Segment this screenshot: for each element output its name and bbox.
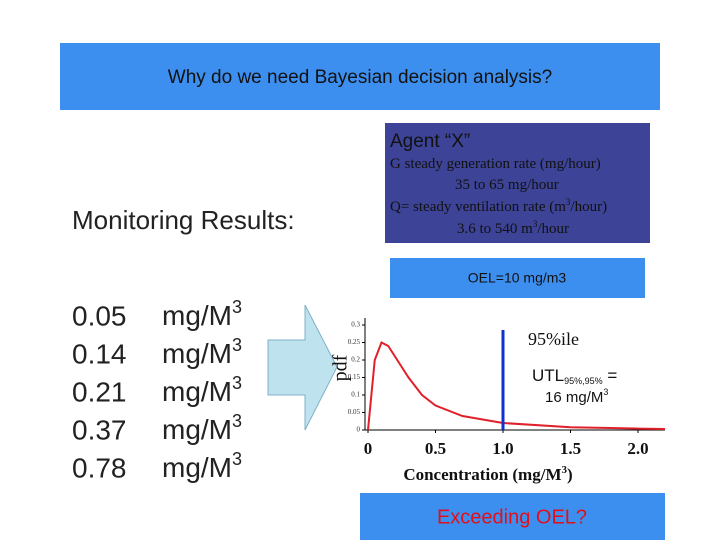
result-value: 0.21 (72, 376, 127, 407)
superscript: 3 (232, 449, 242, 469)
x-tick-label: 1.0 (492, 439, 513, 458)
superscript: 3 (232, 373, 242, 393)
utl-box (525, 360, 635, 410)
title: Why do we need Bayesian decision analysi… (168, 67, 552, 88)
text-part: ) (567, 465, 573, 484)
text-part: Concentration (mg/M (403, 465, 561, 484)
superscript: 3 (533, 219, 538, 229)
y-tick-label: 0.2 (351, 356, 360, 364)
result-value: 0.05 (72, 300, 127, 331)
text-part: UTL (532, 366, 564, 385)
result-unit: mg/M3 (162, 297, 242, 332)
superscript: 3 (566, 197, 571, 207)
percentile-label: 95%ile (528, 329, 579, 349)
superscript: 3 (232, 297, 242, 317)
text-part: 3.6 to 540 m (457, 221, 533, 237)
unit: mg/M (162, 414, 232, 445)
y-axis-label: pdf (330, 354, 352, 381)
result-value: 0.37 (72, 414, 127, 445)
text-part: Agent “X” (390, 131, 470, 152)
monitoring-title: Monitoring Results: (72, 205, 295, 235)
unit: mg/M (162, 300, 232, 331)
text-part: Q= steady ventilation rate (m (390, 199, 566, 215)
agent-line: 35 to 65 mg/hour (455, 177, 559, 193)
arrow (267, 304, 338, 431)
result-unit: mg/M3 (162, 411, 242, 446)
text-part: /hour) (570, 199, 607, 215)
result-unit: mg/M3 (162, 373, 242, 408)
text-part: = (603, 366, 618, 385)
y-tick-label: 0.1 (351, 391, 360, 399)
subscript: 95%,95% (564, 376, 603, 386)
x-tick-label: 0 (364, 439, 373, 458)
title-box (60, 43, 660, 110)
oel-text: OEL=10 mg/m3 (468, 270, 567, 286)
oel-box (390, 258, 645, 298)
result-unit: mg/M3 (162, 335, 242, 370)
y-tick-label: 0.25 (348, 338, 361, 346)
x-tick-label: 2.0 (627, 439, 648, 458)
question: Exceeding OEL? (437, 506, 587, 528)
y-tick-label: 0.05 (348, 408, 361, 416)
superscript: 3 (562, 464, 568, 476)
unit: mg/M (162, 452, 232, 483)
utl-value: 16 mg/M3 (545, 387, 608, 406)
agent-line: G steady generation rate (mg/hour) (390, 156, 601, 172)
text-part: 35 to 65 mg/hour (455, 177, 559, 193)
result-value: 0.14 (72, 338, 127, 369)
agent-line: 3.6 to 540 m3/hour (457, 219, 569, 237)
y-tick-label: 0.3 (351, 321, 360, 329)
text-part: /hour (537, 221, 569, 237)
superscript: 3 (232, 335, 242, 355)
agent-line: Q= steady ventilation rate (m3/hour) (390, 197, 607, 215)
agent-box (385, 123, 650, 243)
x-axis-label: Concentration (mg/M3) (403, 464, 572, 484)
superscript: 3 (603, 387, 608, 397)
pdf-curve (367, 341, 666, 431)
y-tick-label: 0.15 (348, 373, 361, 381)
result-value: 0.78 (72, 452, 127, 483)
x-tick-label: 0.5 (425, 439, 446, 458)
result-unit: mg/M3 (162, 449, 242, 484)
text-part: G steady generation rate (mg/hour) (390, 156, 601, 172)
text-part: 16 mg/M (545, 389, 603, 406)
superscript: 3 (232, 411, 242, 431)
unit: mg/M (162, 376, 232, 407)
question-box (360, 493, 665, 540)
y-tick-label: 0 (357, 426, 361, 434)
unit: mg/M (162, 338, 232, 369)
agent-title: Agent “X” (390, 131, 470, 152)
x-tick-label: 1.5 (560, 439, 581, 458)
utl-text: UTL95%,95% = (532, 366, 617, 386)
